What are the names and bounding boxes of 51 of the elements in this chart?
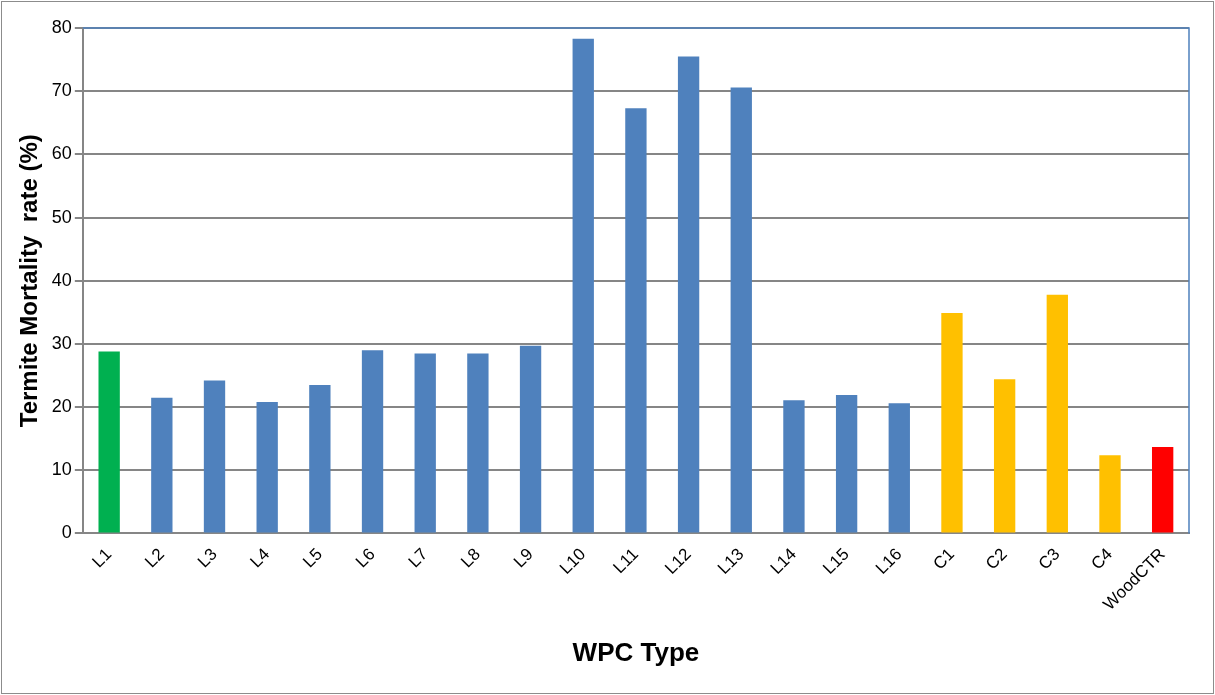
x-tick-label: L11	[609, 544, 643, 578]
y-tick-label: 0	[61, 522, 72, 543]
y-tick-label: 80	[51, 16, 72, 37]
x-tick-label: L12	[661, 544, 695, 578]
x-tick-label: L16	[871, 544, 906, 578]
x-tick-label: L10	[555, 544, 590, 578]
bar	[572, 38, 594, 533]
bar	[1099, 455, 1121, 533]
bar	[151, 397, 173, 533]
y-tick-label: 70	[51, 80, 72, 101]
y-tick-label: 10	[51, 459, 72, 480]
bar	[625, 108, 647, 533]
x-axis-title: WPC Type	[572, 636, 700, 667]
x-tick-label: L9	[509, 544, 537, 572]
bar	[888, 403, 910, 533]
x-tick-label: L3	[193, 544, 221, 572]
x-tick-label: L2	[141, 544, 168, 572]
bar	[467, 353, 489, 533]
bar	[309, 385, 331, 533]
x-tick-label: L4	[246, 544, 274, 572]
x-tick-label: L14	[766, 544, 801, 578]
bar	[730, 87, 752, 533]
bar	[519, 345, 542, 533]
y-axis-title: Termite Mortality rate (%)	[15, 134, 43, 428]
bar	[677, 56, 700, 533]
y-tick-label: 50	[51, 206, 72, 227]
x-tick-label: C2	[981, 544, 1011, 574]
y-tick-label: 30	[51, 332, 72, 353]
y-tick-label: 20	[51, 396, 72, 417]
bar	[835, 395, 858, 533]
bar	[361, 350, 384, 533]
bar	[414, 353, 436, 533]
bar	[256, 402, 278, 533]
bar	[941, 312, 963, 533]
x-tick-label: C3	[1034, 544, 1064, 574]
bar	[1046, 294, 1068, 533]
x-tick-label: L8	[457, 544, 485, 572]
y-tick-label: 60	[51, 143, 72, 164]
bar	[1152, 446, 1174, 533]
x-tick-label: L5	[299, 544, 326, 572]
bar	[98, 351, 120, 533]
x-tick-label: L6	[351, 544, 379, 572]
x-tick-label: L1	[88, 544, 116, 572]
bar	[203, 380, 226, 533]
x-tick-label: L13	[713, 544, 748, 578]
bar	[993, 379, 1016, 533]
x-tick-label: C1	[929, 544, 959, 574]
bar	[783, 400, 805, 533]
y-tick-label: 40	[51, 269, 72, 290]
x-tick-label: L7	[404, 544, 432, 572]
x-tick-label: L15	[819, 544, 853, 578]
